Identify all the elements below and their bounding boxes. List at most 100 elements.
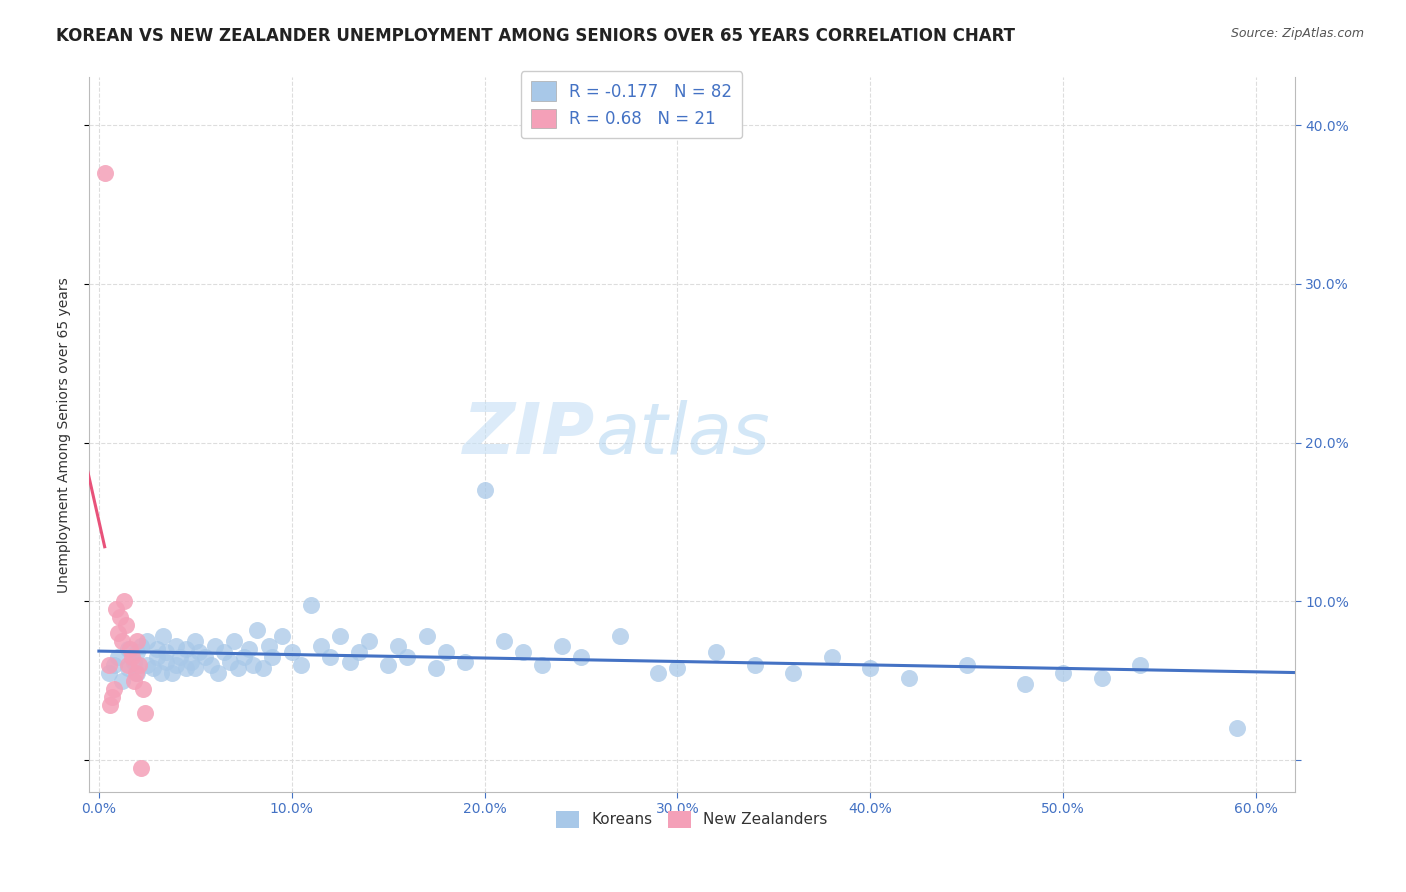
Point — [165, 639, 187, 653]
Point — [111, 634, 134, 648]
Point — [132, 681, 155, 696]
Point — [105, 602, 128, 616]
Legend: Koreans, New Zealanders: Koreans, New Zealanders — [550, 805, 834, 834]
Point — [180, 655, 202, 669]
Point — [226, 661, 249, 675]
Point — [569, 650, 592, 665]
Point — [252, 661, 274, 675]
Point — [112, 594, 135, 608]
Point — [474, 483, 496, 498]
Point — [111, 673, 134, 688]
Point — [204, 639, 226, 653]
Point — [299, 598, 322, 612]
Point — [1091, 671, 1114, 685]
Y-axis label: Unemployment Among Seniors over 65 years: Unemployment Among Seniors over 65 years — [58, 277, 72, 592]
Point — [93, 166, 115, 180]
Point — [309, 639, 332, 653]
Point — [666, 661, 689, 675]
Point — [821, 650, 844, 665]
Point — [122, 655, 145, 669]
Point — [396, 650, 419, 665]
Point — [149, 665, 172, 680]
Point — [124, 665, 146, 680]
Point — [492, 634, 515, 648]
Point — [131, 639, 153, 653]
Point — [1129, 657, 1152, 672]
Point — [103, 681, 125, 696]
Point — [609, 629, 631, 643]
Point — [271, 629, 294, 643]
Point — [377, 657, 399, 672]
Point — [174, 642, 197, 657]
Point — [101, 690, 124, 704]
Text: atlas: atlas — [596, 401, 770, 469]
Point — [232, 650, 254, 665]
Point — [262, 650, 284, 665]
Point — [357, 634, 380, 648]
Point — [551, 639, 574, 653]
Point — [319, 650, 342, 665]
Point — [512, 645, 534, 659]
Point — [194, 650, 217, 665]
Point — [219, 655, 242, 669]
Point — [897, 671, 920, 685]
Point — [117, 642, 139, 657]
Point — [242, 657, 264, 672]
Point — [174, 661, 197, 675]
Point — [956, 657, 979, 672]
Point — [108, 610, 131, 624]
Text: Source: ZipAtlas.com: Source: ZipAtlas.com — [1230, 27, 1364, 40]
Point — [212, 645, 235, 659]
Point — [136, 634, 159, 648]
Point — [134, 706, 156, 720]
Point — [127, 634, 149, 648]
Point — [118, 642, 141, 657]
Point — [115, 618, 138, 632]
Point — [184, 661, 207, 675]
Point — [207, 665, 229, 680]
Point — [347, 645, 370, 659]
Point — [425, 661, 447, 675]
Point — [160, 665, 183, 680]
Point — [1226, 722, 1249, 736]
Point — [145, 642, 167, 657]
Point — [238, 642, 260, 657]
Point — [127, 665, 149, 680]
Point — [744, 657, 766, 672]
Point — [97, 657, 120, 672]
Point — [107, 626, 129, 640]
Point — [1052, 665, 1074, 680]
Point — [782, 665, 804, 680]
Point — [100, 698, 122, 712]
Point — [290, 657, 312, 672]
Point — [434, 645, 457, 659]
Point — [122, 673, 145, 688]
Point — [152, 629, 174, 643]
Point — [97, 665, 120, 680]
Point — [121, 650, 143, 665]
Point — [329, 629, 352, 643]
Point — [647, 665, 669, 680]
Point — [127, 645, 149, 659]
Point — [280, 645, 302, 659]
Point — [145, 650, 167, 665]
Point — [184, 634, 207, 648]
Point — [454, 655, 477, 669]
Point — [531, 657, 554, 672]
Text: ZIP: ZIP — [463, 401, 596, 469]
Point — [387, 639, 409, 653]
Point — [704, 645, 727, 659]
Point — [103, 657, 125, 672]
Point — [131, 761, 153, 775]
Point — [188, 645, 211, 659]
Point — [155, 645, 177, 659]
Point — [339, 655, 361, 669]
Point — [142, 661, 165, 675]
Point — [200, 657, 222, 672]
Point — [117, 661, 139, 675]
Point — [128, 657, 150, 672]
Point — [222, 634, 245, 648]
Point — [107, 650, 129, 665]
Point — [415, 629, 437, 643]
Point — [155, 655, 177, 669]
